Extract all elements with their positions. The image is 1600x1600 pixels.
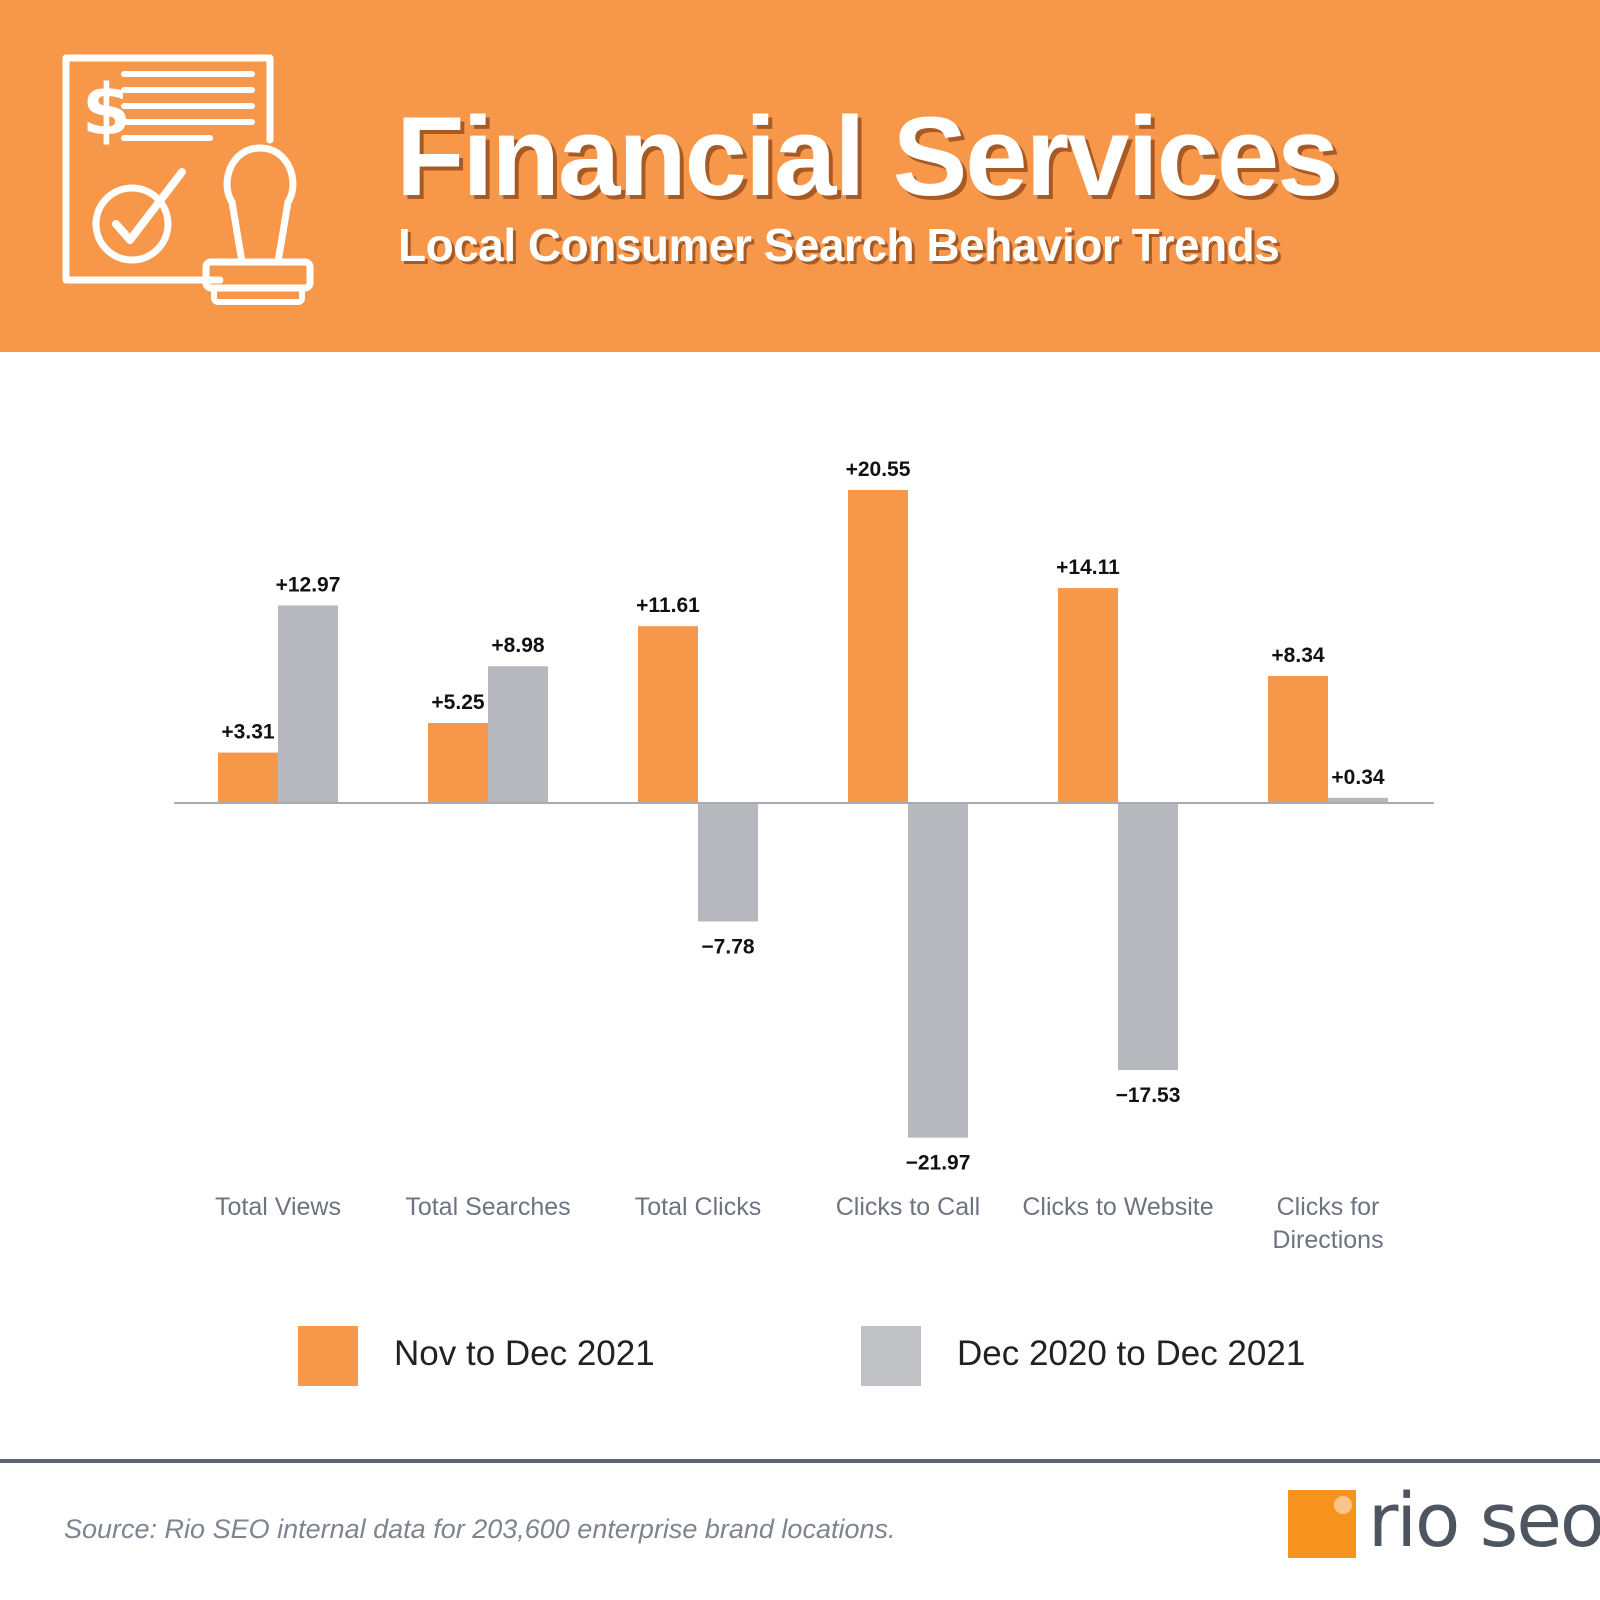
category-label-clicks-to-call: Clicks to Call <box>836 1193 980 1221</box>
bar-nov-to-dec-2021-total-searches <box>428 723 488 803</box>
data-label-nov-to-dec-2021-clicks-to-website: +14.11 <box>1056 556 1120 579</box>
page-subtitle: Local Consumer Search Behavior Trends <box>398 219 1280 271</box>
logo-wordmark: rio seo <box>1368 1478 1600 1564</box>
logo-square-icon <box>1288 1490 1356 1558</box>
bar-nov-to-dec-2021-total-views <box>218 752 278 803</box>
data-label-nov-to-dec-2021-total-searches: +5.25 <box>431 691 484 714</box>
legend-label: Dec 2020 to Dec 2021 <box>957 1334 1306 1373</box>
bar-dec-2020-to-dec-2021-total-views <box>278 605 338 803</box>
bar-nov-to-dec-2021-total-clicks <box>638 626 698 803</box>
data-label-nov-to-dec-2021-clicks-for-directions: +8.34 <box>1271 644 1324 667</box>
data-label-dec-2020-to-dec-2021-clicks-for-directions: +0.34 <box>1331 766 1384 789</box>
data-label-dec-2020-to-dec-2021-total-searches: +8.98 <box>491 634 544 657</box>
category-label-total-clicks: Total Clicks <box>635 1193 761 1221</box>
data-label-dec-2020-to-dec-2021-total-clicks: −7.78 <box>701 935 754 958</box>
financial-document-stamp-icon: $ <box>62 54 314 305</box>
category-label-total-searches: Total Searches <box>405 1193 570 1221</box>
bar-nov-to-dec-2021-clicks-to-website <box>1058 588 1118 803</box>
footer-divider <box>0 1459 1600 1463</box>
data-label-dec-2020-to-dec-2021-total-views: +12.97 <box>276 573 341 596</box>
data-label-nov-to-dec-2021-total-views: +3.31 <box>221 721 274 744</box>
rioseo-logo: rio seo <box>1288 1478 1600 1564</box>
bar-dec-2020-to-dec-2021-total-clicks <box>698 803 758 922</box>
page-title: Financial Services <box>396 94 1339 219</box>
source-note: Source: Rio SEO internal data for 203,60… <box>64 1514 896 1544</box>
category-label-total-views: Total Views <box>215 1193 341 1221</box>
category-label-clicks-to-website: Clicks to Website <box>1022 1193 1213 1221</box>
bar-dec-2020-to-dec-2021-clicks-to-website <box>1118 803 1178 1071</box>
legend-label: Nov to Dec 2021 <box>394 1334 655 1373</box>
data-label-nov-to-dec-2021-total-clicks: +11.61 <box>636 594 700 617</box>
bar-nov-to-dec-2021-clicks-to-call <box>848 490 908 803</box>
bar-nov-to-dec-2021-clicks-for-directions <box>1268 675 1328 803</box>
data-label-dec-2020-to-dec-2021-clicks-to-website: −17.53 <box>1116 1084 1181 1107</box>
bar-chart: +3.31 +12.97 Total Views +5.25 +8.98 Total Se… <box>174 458 1434 1254</box>
header-banner: $ Financial Services Local Consumer Sear… <box>0 0 1600 352</box>
legend-swatch-gray <box>861 1326 921 1386</box>
bar-dec-2020-to-dec-2021-clicks-to-call <box>908 803 968 1138</box>
bar-dec-2020-to-dec-2021-total-searches <box>488 666 548 803</box>
legend-swatch-orange <box>298 1326 358 1386</box>
data-label-nov-to-dec-2021-clicks-to-call: +20.55 <box>846 458 911 481</box>
category-label-clicks-for-directions: Clicks for Directions <box>1272 1193 1383 1254</box>
data-label-dec-2020-to-dec-2021-clicks-to-call: −21.97 <box>906 1152 971 1175</box>
bar-dec-2020-to-dec-2021-clicks-for-directions <box>1328 797 1388 803</box>
